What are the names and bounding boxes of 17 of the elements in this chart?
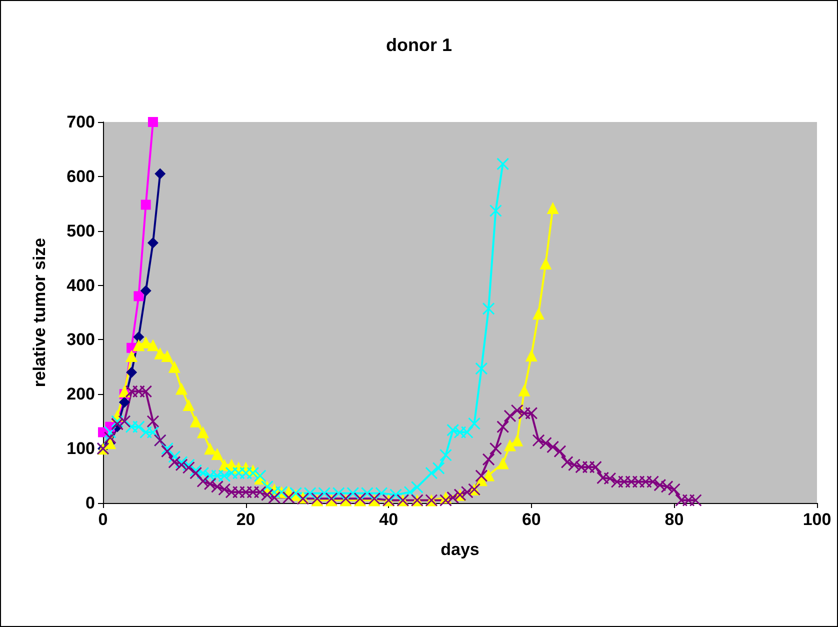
y-tick-label: 500 (66, 221, 95, 240)
y-tick-label: 400 (66, 276, 95, 295)
x-tick-label: 0 (98, 510, 108, 529)
y-tick-label: 700 (66, 112, 95, 132)
y-tick-label: 600 (66, 166, 95, 186)
y-tick-label: 300 (66, 330, 95, 350)
y-axis-title: relative tumor size (30, 238, 49, 388)
y-tick-label: 200 (66, 384, 95, 404)
x-axis-title: days (440, 540, 480, 559)
y-tick-label: 100 (66, 439, 95, 458)
x-tick-label: 80 (664, 510, 684, 529)
x-tick-label: 60 (522, 510, 541, 529)
y-tick-label: 0 (86, 494, 95, 512)
x-tick-label: 40 (379, 510, 398, 529)
x-tick-label: 100 (802, 510, 832, 529)
x-tick-label: 20 (236, 510, 256, 529)
chart-title: donor 1 (386, 35, 452, 55)
